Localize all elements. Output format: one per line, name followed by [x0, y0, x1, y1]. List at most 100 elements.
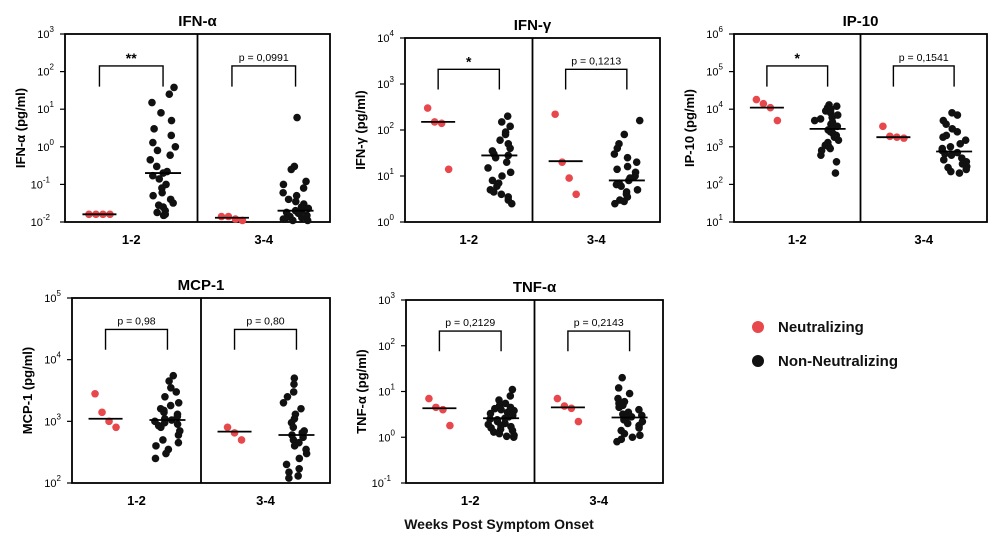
- data-point-neutralizing: [217, 212, 226, 221]
- data-point-non-neutralizing: [623, 162, 632, 171]
- x-tick-label-1-2: 1-2: [461, 493, 480, 508]
- data-point-non-neutralizing: [285, 474, 293, 482]
- y-tick-label: 101: [377, 167, 394, 183]
- data-point-non-neutralizing: [152, 442, 160, 450]
- x-tick-label-3-4: 3-4: [254, 232, 274, 247]
- data-point-non-neutralizing: [293, 113, 301, 122]
- data-point-non-neutralizing: [496, 136, 504, 145]
- data-point-non-neutralizing: [157, 423, 165, 432]
- significance-bracket: [233, 328, 298, 350]
- data-point-non-neutralizing: [166, 151, 174, 159]
- data-point-neutralizing: [439, 405, 447, 414]
- data-point-non-neutralizing: [171, 143, 180, 151]
- x-axis-title: Weeks Post Symptom Onset: [404, 516, 594, 532]
- data-point-non-neutralizing: [509, 433, 518, 442]
- significance-label: p = 0,0991: [239, 52, 289, 64]
- data-point-non-neutralizing: [294, 472, 302, 480]
- data-point-non-neutralizing: [165, 377, 173, 385]
- data-point-non-neutralizing: [295, 454, 304, 463]
- data-point-non-neutralizing: [613, 437, 621, 446]
- data-point-non-neutralizing: [939, 133, 947, 142]
- data-point-non-neutralizing: [484, 164, 492, 172]
- data-point-non-neutralizing: [956, 140, 965, 148]
- data-point-non-neutralizing: [947, 167, 955, 176]
- data-point-non-neutralizing: [506, 144, 514, 153]
- data-point-non-neutralizing: [167, 116, 176, 125]
- data-point-non-neutralizing: [635, 405, 643, 414]
- y-tick-label: 106: [706, 25, 723, 41]
- chart-title-ip-10: IP-10: [843, 13, 879, 30]
- data-point-neutralizing: [437, 119, 446, 128]
- significance-bracket: [104, 328, 169, 350]
- data-point-non-neutralizing: [962, 165, 971, 174]
- data-point-non-neutralizing: [282, 460, 291, 469]
- data-point-non-neutralizing: [174, 398, 183, 407]
- significance-bracket: [766, 65, 829, 87]
- data-point-neutralizing: [230, 429, 239, 437]
- data-point-non-neutralizing: [172, 388, 181, 396]
- data-point-non-neutralizing: [283, 392, 292, 401]
- y-axis-label: IP-10 (pg/ml): [682, 89, 697, 167]
- data-point-non-neutralizing: [297, 404, 305, 413]
- data-point-neutralizing: [558, 158, 566, 166]
- data-point-non-neutralizing: [615, 403, 623, 412]
- data-point-non-neutralizing: [506, 392, 515, 400]
- data-point-non-neutralizing: [290, 380, 298, 389]
- data-point-non-neutralizing: [506, 122, 514, 131]
- data-point-non-neutralizing: [289, 388, 298, 396]
- data-point-neutralizing: [425, 394, 433, 403]
- y-tick-label: 102: [706, 175, 723, 191]
- significance-bracket: [231, 65, 297, 87]
- x-tick-label-3-4: 3-4: [256, 493, 276, 508]
- data-point-non-neutralizing: [289, 216, 297, 225]
- data-point-neutralizing: [572, 190, 580, 199]
- y-tick-label: 105: [44, 289, 61, 305]
- data-point-non-neutralizing: [158, 188, 166, 197]
- data-point-non-neutralizing: [173, 412, 182, 421]
- data-point-non-neutralizing: [501, 130, 510, 139]
- significance-bracket: [892, 65, 955, 87]
- x-tick-label-3-4: 3-4: [587, 232, 607, 247]
- data-point-neutralizing: [223, 423, 232, 432]
- data-point-non-neutralizing: [153, 208, 161, 217]
- data-point-non-neutralizing: [946, 143, 955, 151]
- data-point-non-neutralizing: [303, 216, 312, 225]
- x-tick-label-1-2: 1-2: [127, 493, 146, 508]
- data-point-neutralizing: [560, 402, 569, 410]
- x-tick-label-1-2: 1-2: [788, 232, 807, 247]
- data-point-non-neutralizing: [620, 130, 629, 139]
- data-point-non-neutralizing: [281, 215, 290, 223]
- y-tick-label: 103: [37, 25, 54, 41]
- data-point-non-neutralizing: [623, 419, 632, 428]
- data-point-non-neutralizing: [302, 177, 310, 186]
- data-point-non-neutralizing: [292, 191, 301, 200]
- data-point-non-neutralizing: [497, 118, 506, 126]
- data-point-non-neutralizing: [290, 374, 299, 383]
- data-point-non-neutralizing: [167, 383, 175, 392]
- data-point-neutralizing: [444, 165, 453, 174]
- data-point-neutralizing: [237, 436, 246, 444]
- y-tick-label: 103: [377, 75, 394, 91]
- data-point-non-neutralizing: [817, 151, 825, 159]
- y-tick-label: 102: [377, 121, 394, 137]
- data-point-non-neutralizing: [834, 136, 843, 144]
- data-point-non-neutralizing: [153, 146, 162, 155]
- data-point-neutralizing: [567, 404, 576, 413]
- y-tick-label: 102: [37, 63, 54, 79]
- significance-bracket: [98, 65, 164, 87]
- significance-label: p = 0,2129: [445, 317, 495, 329]
- x-tick-label-3-4: 3-4: [914, 232, 934, 247]
- data-point-non-neutralizing: [152, 162, 161, 171]
- data-point-non-neutralizing: [284, 195, 293, 204]
- legend: Neutralizing Non-Neutralizing: [752, 318, 898, 386]
- data-point-non-neutralizing: [614, 384, 623, 392]
- data-point-non-neutralizing: [155, 175, 164, 183]
- data-point-non-neutralizing: [831, 169, 840, 177]
- data-point-non-neutralizing: [613, 165, 621, 174]
- significance-bracket: [437, 68, 501, 90]
- data-point-non-neutralizing: [493, 182, 501, 191]
- data-point-non-neutralizing: [953, 128, 962, 136]
- significance-bracket: [564, 68, 628, 90]
- data-point-non-neutralizing: [620, 429, 629, 438]
- data-point-neutralizing: [231, 215, 240, 223]
